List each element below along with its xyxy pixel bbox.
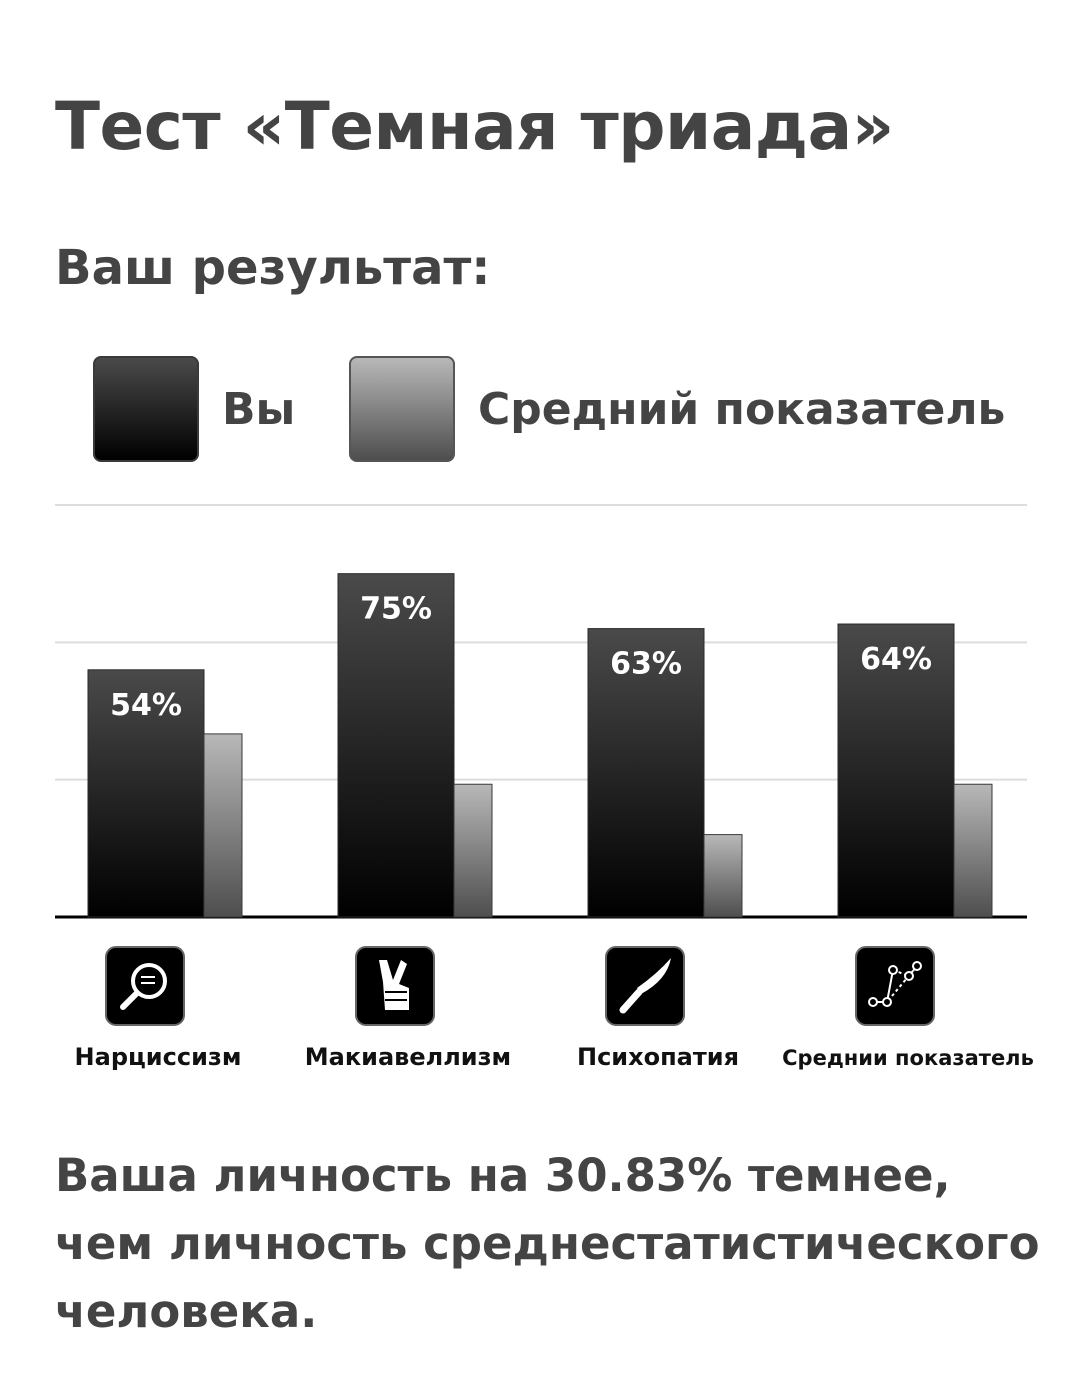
result-summary: Ваша личность на 30.83% темнее, чем личн… <box>55 1149 1040 1338</box>
legend-label-you: Вы <box>222 384 296 435</box>
legend-swatch-average <box>349 356 455 462</box>
bar-value-label: 75% <box>360 592 432 627</box>
bar-value-label: 64% <box>860 642 932 677</box>
bar-you <box>337 573 455 918</box>
bar-you <box>587 628 705 918</box>
knife-icon <box>605 946 685 1026</box>
legend-swatch-you <box>93 356 199 462</box>
category-label: Макиавеллизм <box>305 1043 511 1071</box>
category-label: Психопатия <box>577 1043 739 1071</box>
bar-you <box>837 623 955 918</box>
bar-average <box>703 834 743 918</box>
bar-average <box>203 733 243 918</box>
constellation-icon <box>855 946 935 1026</box>
magnifier-icon <box>105 946 185 1026</box>
bar-you <box>87 669 205 918</box>
bar-chart: 54% Нарциссизм 75% Макиавеллизм 63% Психопати… <box>55 504 1034 1071</box>
category-label: Среднии показатель <box>782 1046 1034 1070</box>
crossed-fingers-icon <box>355 946 435 1026</box>
legend-label-average: Средний показатель <box>478 384 1006 435</box>
bar-average <box>453 783 493 918</box>
category-label: Нарциссизм <box>75 1043 242 1071</box>
result-heading: Ваш результат: <box>55 240 491 296</box>
bar-value-label: 63% <box>610 647 682 682</box>
bar-value-label: 54% <box>110 688 182 723</box>
page-title: Тест «Темная триада» <box>55 88 894 165</box>
bar-average <box>953 783 993 918</box>
